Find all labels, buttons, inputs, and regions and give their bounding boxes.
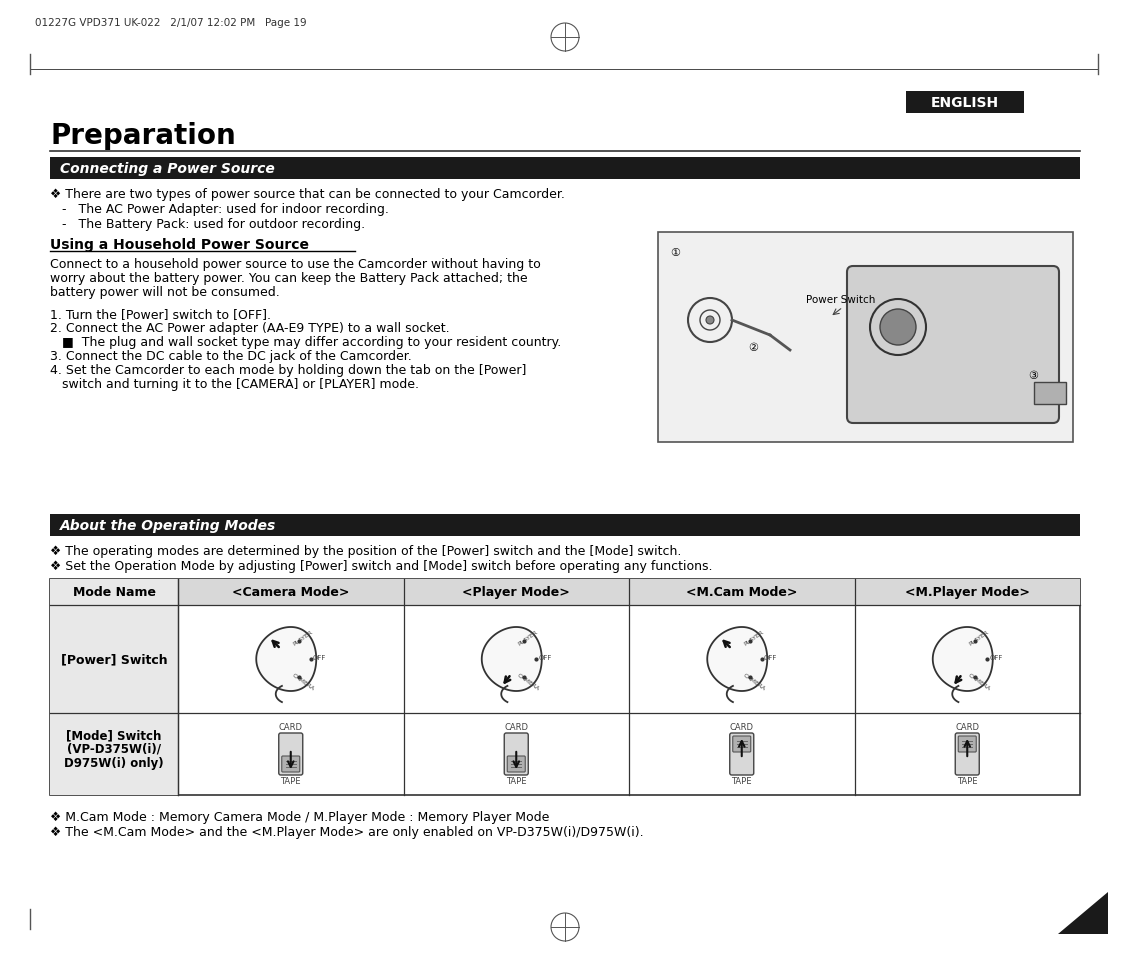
Text: Power Switch: Power Switch xyxy=(807,294,875,305)
Polygon shape xyxy=(482,627,541,691)
Text: (VP-D375W(i)/: (VP-D375W(i)/ xyxy=(67,742,161,755)
Text: CARD: CARD xyxy=(730,722,754,731)
Text: About the Operating Modes: About the Operating Modes xyxy=(60,518,276,533)
FancyBboxPatch shape xyxy=(658,233,1073,442)
FancyBboxPatch shape xyxy=(733,737,751,752)
Text: Using a Household Power Source: Using a Household Power Source xyxy=(50,237,309,252)
Text: ENGLISH: ENGLISH xyxy=(931,96,999,110)
Text: OFF: OFF xyxy=(538,655,552,660)
Text: <Player Mode>: <Player Mode> xyxy=(462,586,570,598)
Polygon shape xyxy=(1058,892,1108,934)
Text: TAPE: TAPE xyxy=(731,776,752,785)
FancyBboxPatch shape xyxy=(50,158,1079,180)
Text: CARD: CARD xyxy=(504,722,528,731)
Text: OFF: OFF xyxy=(989,655,1003,660)
Text: -   The AC Power Adapter: used for indoor recording.: - The AC Power Adapter: used for indoor … xyxy=(50,203,389,215)
Text: OFF: OFF xyxy=(312,655,326,660)
Text: [Power] Switch: [Power] Switch xyxy=(61,653,167,666)
Text: <Camera Mode>: <Camera Mode> xyxy=(232,586,350,598)
Text: 3. Connect the DC cable to the DC jack of the Camcorder.: 3. Connect the DC cable to the DC jack o… xyxy=(50,350,412,363)
Text: CAMERA: CAMERA xyxy=(741,672,766,691)
Text: 19: 19 xyxy=(1081,913,1105,931)
Text: TAPE: TAPE xyxy=(281,776,301,785)
FancyBboxPatch shape xyxy=(50,515,1079,537)
Text: <M.Player Mode>: <M.Player Mode> xyxy=(905,586,1030,598)
Text: ❖ There are two types of power source that can be connected to your Camcorder.: ❖ There are two types of power source th… xyxy=(50,188,565,201)
Text: ❖ The <M.Cam Mode> and the <M.Player Mode> are only enabled on VP-D375W(i)/D975W: ❖ The <M.Cam Mode> and the <M.Player Mod… xyxy=(50,825,644,838)
Circle shape xyxy=(706,316,714,325)
Text: ❖ Set the Operation Mode by adjusting [Power] switch and [Mode] switch before op: ❖ Set the Operation Mode by adjusting [P… xyxy=(50,559,713,573)
FancyBboxPatch shape xyxy=(955,733,979,775)
FancyBboxPatch shape xyxy=(279,733,302,775)
FancyBboxPatch shape xyxy=(504,733,528,775)
Text: PLAYER: PLAYER xyxy=(518,629,539,646)
Text: CARD: CARD xyxy=(955,722,979,731)
Text: CARD: CARD xyxy=(279,722,302,731)
Text: battery power will not be consumed.: battery power will not be consumed. xyxy=(50,286,280,298)
FancyBboxPatch shape xyxy=(959,737,976,752)
FancyBboxPatch shape xyxy=(906,91,1024,113)
Text: -   The Battery Pack: used for outdoor recording.: - The Battery Pack: used for outdoor rec… xyxy=(50,218,365,231)
FancyBboxPatch shape xyxy=(282,757,300,772)
Text: 4. Set the Camcorder to each mode by holding down the tab on the [Power]: 4. Set the Camcorder to each mode by hol… xyxy=(50,364,527,376)
Text: TAPE: TAPE xyxy=(506,776,527,785)
Text: switch and turning it to the [CAMERA] or [PLAYER] mode.: switch and turning it to the [CAMERA] or… xyxy=(50,377,418,391)
Text: 2. Connect the AC Power adapter (AA-E9 TYPE) to a wall socket.: 2. Connect the AC Power adapter (AA-E9 T… xyxy=(50,322,450,335)
Text: ■  The plug and wall socket type may differ according to your resident country.: ■ The plug and wall socket type may diff… xyxy=(50,335,562,349)
Text: Mode Name: Mode Name xyxy=(72,586,156,598)
Text: ①: ① xyxy=(670,248,680,257)
FancyBboxPatch shape xyxy=(50,579,1079,605)
FancyBboxPatch shape xyxy=(50,579,1079,795)
FancyBboxPatch shape xyxy=(730,733,754,775)
Polygon shape xyxy=(933,627,993,691)
FancyBboxPatch shape xyxy=(847,267,1059,423)
FancyBboxPatch shape xyxy=(508,757,526,772)
Text: 01227G VPD371 UK-022   2/1/07 12:02 PM   Page 19: 01227G VPD371 UK-022 2/1/07 12:02 PM Pag… xyxy=(35,18,307,28)
Text: CAMERA: CAMERA xyxy=(291,672,315,691)
Text: ❖ The operating modes are determined by the position of the [Power] switch and t: ❖ The operating modes are determined by … xyxy=(50,544,681,558)
Polygon shape xyxy=(707,627,767,691)
Text: PLAYER: PLAYER xyxy=(743,629,765,646)
Text: TAPE: TAPE xyxy=(957,776,978,785)
Text: PLAYER: PLAYER xyxy=(292,629,314,646)
Text: CAMERA: CAMERA xyxy=(967,672,992,691)
FancyBboxPatch shape xyxy=(1034,382,1066,405)
Circle shape xyxy=(880,310,916,346)
Polygon shape xyxy=(256,627,316,691)
Text: ③: ③ xyxy=(1028,371,1038,380)
Text: Connect to a household power source to use the Camcorder without having to: Connect to a household power source to u… xyxy=(50,257,540,271)
Text: ②: ② xyxy=(748,343,758,353)
Text: OFF: OFF xyxy=(764,655,777,660)
Text: D975W(i) only): D975W(i) only) xyxy=(64,757,164,769)
Text: Connecting a Power Source: Connecting a Power Source xyxy=(60,162,275,175)
Text: Preparation: Preparation xyxy=(50,122,236,150)
Text: <M.Cam Mode>: <M.Cam Mode> xyxy=(686,586,797,598)
Text: worry about the battery power. You can keep the Battery Pack attached; the: worry about the battery power. You can k… xyxy=(50,272,528,285)
Text: [Mode] Switch: [Mode] Switch xyxy=(67,728,161,741)
Text: PLAYER: PLAYER xyxy=(969,629,990,646)
Text: ❖ M.Cam Mode : Memory Camera Mode / M.Player Mode : Memory Player Mode: ❖ M.Cam Mode : Memory Camera Mode / M.Pl… xyxy=(50,810,549,823)
FancyBboxPatch shape xyxy=(50,579,178,795)
Text: CAMERA: CAMERA xyxy=(517,672,540,691)
Text: 1. Turn the [Power] switch to [OFF].: 1. Turn the [Power] switch to [OFF]. xyxy=(50,308,271,320)
